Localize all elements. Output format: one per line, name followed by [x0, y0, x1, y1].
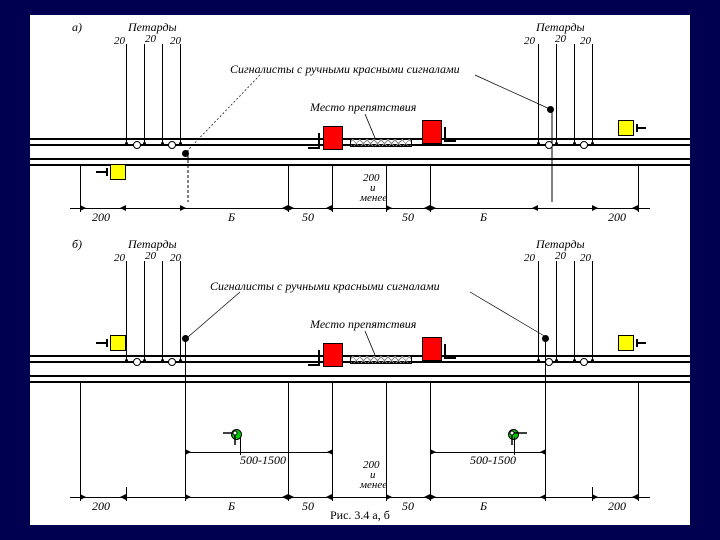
- menee-b: менее: [360, 479, 387, 491]
- da-B-2: Б: [480, 210, 487, 225]
- r500-l: 500-1500: [240, 453, 286, 468]
- da-200-2: 200: [608, 210, 626, 225]
- figure-caption: Рис. 3.4 а, б: [330, 508, 390, 523]
- diagram-canvas: а) Петарды Петарды 20 20 20 20 20 20 Сиг…: [30, 15, 690, 525]
- db-50-2: 50: [402, 499, 414, 514]
- obstacle-a: [350, 138, 412, 147]
- db-50-1: 50: [302, 499, 314, 514]
- yellow-left-b: [110, 335, 126, 351]
- da-B-1: Б: [228, 210, 235, 225]
- red-signal-left-a: [323, 126, 343, 150]
- db-200-2: 200: [608, 499, 626, 514]
- yellow-right-b: [618, 335, 634, 351]
- da-200-1: 200: [92, 210, 110, 225]
- r500-r: 500-1500: [470, 453, 516, 468]
- db-B-1: Б: [228, 499, 235, 514]
- db-B-2: Б: [480, 499, 487, 514]
- sigman-right-a: [547, 106, 554, 113]
- obstacle-b: [350, 355, 412, 364]
- da-50-1: 50: [302, 210, 314, 225]
- menee-a: менее: [360, 192, 387, 204]
- yellow-right-a: [618, 120, 634, 136]
- yellow-left-a: [110, 164, 126, 180]
- red-signal-right-a: [422, 120, 442, 144]
- db-200-1: 200: [92, 499, 110, 514]
- da-50-2: 50: [402, 210, 414, 225]
- red-signal-right-b: [422, 337, 442, 361]
- sigman-left-a: [182, 150, 189, 157]
- red-signal-left-b: [323, 343, 343, 367]
